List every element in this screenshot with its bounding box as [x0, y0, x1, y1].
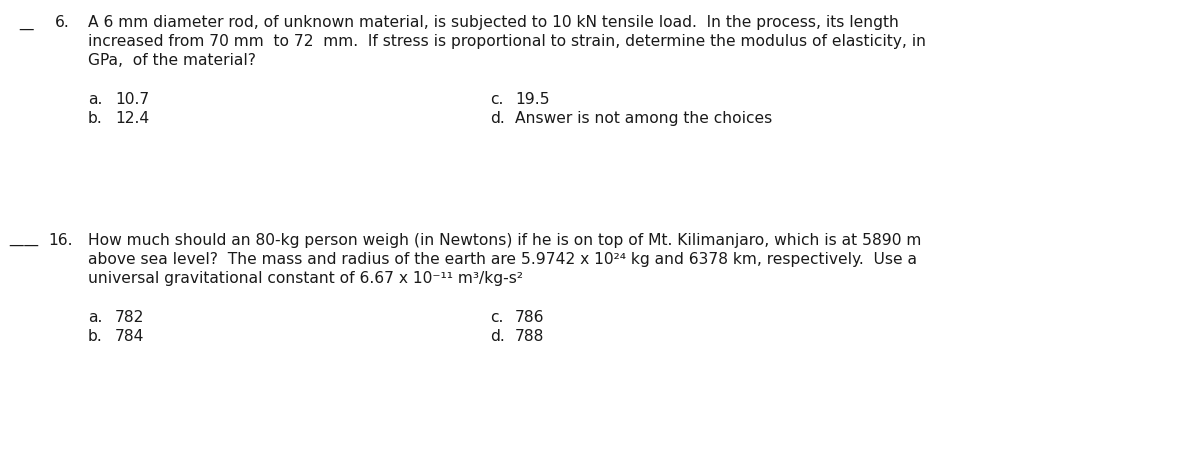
Text: 786: 786 — [515, 310, 545, 325]
Text: d.: d. — [490, 111, 505, 126]
Text: b.: b. — [88, 111, 103, 126]
Text: How much should an 80-kg person weigh (in Newtons) if he is on top of Mt. Kilima: How much should an 80-kg person weigh (i… — [88, 233, 922, 248]
Text: c.: c. — [490, 310, 503, 325]
Text: 784: 784 — [115, 329, 144, 344]
Text: Answer is not among the choices: Answer is not among the choices — [515, 111, 773, 126]
Text: b.: b. — [88, 329, 103, 344]
Text: 10.7: 10.7 — [115, 92, 149, 107]
Text: d.: d. — [490, 329, 505, 344]
Text: a.: a. — [88, 92, 102, 107]
Text: —: — — [18, 22, 34, 37]
Text: 16.: 16. — [48, 233, 72, 248]
Text: 6.: 6. — [55, 15, 70, 30]
Text: a.: a. — [88, 310, 102, 325]
Text: c.: c. — [490, 92, 503, 107]
Text: above sea level?  The mass and radius of the earth are 5.9742 x 10²⁴ kg and 6378: above sea level? The mass and radius of … — [88, 252, 917, 267]
Text: 19.5: 19.5 — [515, 92, 550, 107]
Text: 788: 788 — [515, 329, 545, 344]
Text: 12.4: 12.4 — [115, 111, 149, 126]
Text: universal gravitational constant of 6.67 x 10⁻¹¹ m³/kg-s²: universal gravitational constant of 6.67… — [88, 271, 523, 286]
Text: GPa,  of the material?: GPa, of the material? — [88, 53, 256, 68]
Text: A 6 mm diameter rod, of unknown material, is subjected to 10 kN tensile load.  I: A 6 mm diameter rod, of unknown material… — [88, 15, 899, 30]
Text: increased from 70 mm  to 72  mm.  If stress is proportional to strain, determine: increased from 70 mm to 72 mm. If stress… — [88, 34, 926, 49]
Text: 782: 782 — [115, 310, 144, 325]
Text: ——: —— — [8, 238, 38, 253]
